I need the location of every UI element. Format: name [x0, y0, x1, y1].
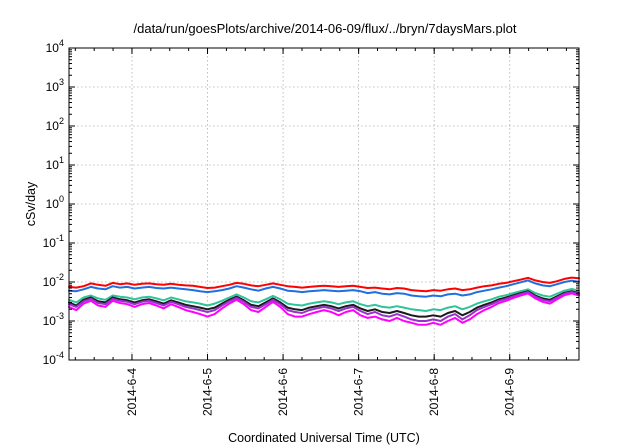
x-tick-label: 2014-6-6 [276, 368, 290, 416]
series-line-1 [68, 276, 580, 293]
y-tick-label: 103 [46, 77, 64, 94]
y-axis-label: cSv/day [24, 181, 38, 226]
x-tick-label: 2014-6-5 [201, 368, 215, 416]
x-tick-label: 2014-6-8 [427, 368, 441, 416]
x-tick-label: 2014-6-4 [125, 368, 139, 416]
series-group [68, 276, 580, 326]
x-tick-label: 2014-6-9 [503, 368, 517, 416]
y-axis: 10-4 10-3 10-2 10-1 100 101 102 103 104 [43, 38, 579, 367]
chart-title: /data/run/goesPlots/archive/2014-06-09/f… [134, 21, 517, 36]
y-tick-label: 104 [46, 38, 64, 55]
y-tick-label: 10-1 [43, 233, 64, 250]
y-tick-label: 10-3 [43, 311, 64, 328]
series-line-3 [68, 288, 580, 312]
series-line-4 [68, 290, 580, 318]
y-tick-label: 102 [46, 116, 64, 133]
series-line-2 [68, 279, 580, 298]
x-axis-label: Coordinated Universal Time (UTC) [228, 431, 420, 445]
y-tick-label: 101 [46, 155, 64, 172]
x-axis: 2014-6-4 2014-6-5 2014-6-6 2014-6-7 2014-6-8… [74, 48, 567, 416]
y-tick-label: 100 [46, 194, 64, 211]
series-line-6 [68, 292, 580, 326]
y-tick-label: 10-4 [43, 350, 64, 367]
series-line-5 [68, 291, 580, 322]
x-tick-label: 2014-6-7 [352, 368, 366, 416]
y-tick-label: 10-2 [43, 272, 64, 289]
grid [69, 48, 579, 360]
